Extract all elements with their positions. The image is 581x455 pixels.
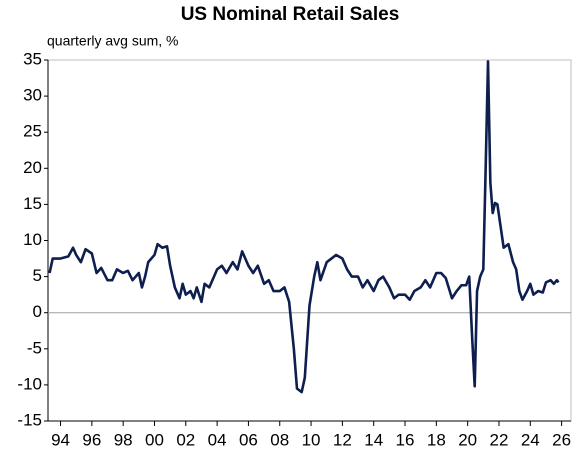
chart-title: US Nominal Retail Sales — [181, 4, 400, 25]
x-tick-label: 08 — [270, 430, 289, 449]
x-tick-label: 10 — [302, 430, 321, 449]
y-tick-label: 35 — [23, 49, 42, 68]
x-tick-label: 26 — [552, 430, 571, 449]
y-tick-label: -15 — [17, 410, 42, 429]
x-tick-label: 02 — [176, 430, 195, 449]
y-tick-label: 10 — [23, 230, 42, 249]
x-tick-label: 04 — [208, 430, 227, 449]
x-tick-label: 18 — [427, 430, 446, 449]
y-tick-label: 0 — [33, 302, 42, 321]
y-tick-label: -5 — [27, 338, 42, 357]
x-tick-label: 96 — [82, 430, 101, 449]
data-line — [48, 60, 560, 394]
x-tick-label: 98 — [114, 430, 133, 449]
y-tick-label: 20 — [23, 158, 42, 177]
plot-frame — [47, 59, 572, 422]
y-tick-label: 30 — [23, 86, 42, 105]
x-tick-label: 24 — [521, 430, 540, 449]
y-tick-label: -10 — [17, 374, 42, 393]
x-tick-label: 20 — [458, 430, 477, 449]
y-tick-label: 5 — [33, 266, 42, 285]
y-tick-label: 25 — [23, 122, 42, 141]
x-tick-label: 94 — [51, 430, 70, 449]
x-tick-label: 16 — [396, 430, 415, 449]
chart-subtitle: quarterly avg sum, % — [47, 33, 179, 49]
x-tick-label: 14 — [364, 430, 383, 449]
x-tick-label: 06 — [239, 430, 258, 449]
x-tick-label: 00 — [145, 430, 164, 449]
x-tick-label: 12 — [333, 430, 352, 449]
y-tick-label: 15 — [23, 194, 42, 213]
x-tick-label: 22 — [490, 430, 509, 449]
